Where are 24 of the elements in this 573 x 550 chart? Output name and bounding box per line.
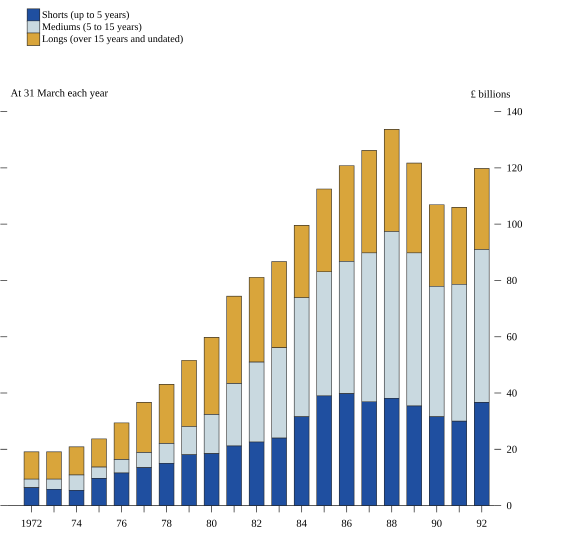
- x-tick-label: 92: [476, 520, 486, 527]
- y-tick-label: 40: [506, 389, 517, 397]
- y-tick-label: 120: [507, 164, 522, 172]
- legend-label: Shorts (up to 5 years): [42, 10, 129, 20]
- text: At 31 March each year: [10, 88, 108, 99]
- x-tick-label: 82: [252, 520, 262, 527]
- y-tick-label: 0: [506, 502, 512, 510]
- y-tick-label: 140: [507, 108, 522, 116]
- legend-label: Longs (over 15 years and undated): [42, 34, 183, 44]
- y-tick-label: 20: [506, 446, 517, 453]
- x-tick-label: 78: [162, 520, 172, 527]
- y-tick-label: 80: [506, 276, 517, 284]
- x-tick-label: 74: [72, 520, 82, 527]
- x-tick-label: 1972: [22, 520, 42, 527]
- legend-label: Mediums (5 to 15 years): [42, 22, 142, 32]
- x-tick-label: 84: [296, 520, 307, 527]
- x-tick-label: 90: [432, 520, 442, 527]
- x-tick-label: 86: [342, 520, 352, 527]
- x-tick-label: 88: [386, 520, 397, 527]
- y-tick-label: 60: [506, 333, 517, 340]
- x-tick-label: 76: [116, 520, 127, 527]
- y-axis-title: £ billions: [471, 90, 510, 98]
- y-tick-label: 100: [507, 220, 522, 228]
- x-tick-label: 80: [206, 520, 217, 527]
